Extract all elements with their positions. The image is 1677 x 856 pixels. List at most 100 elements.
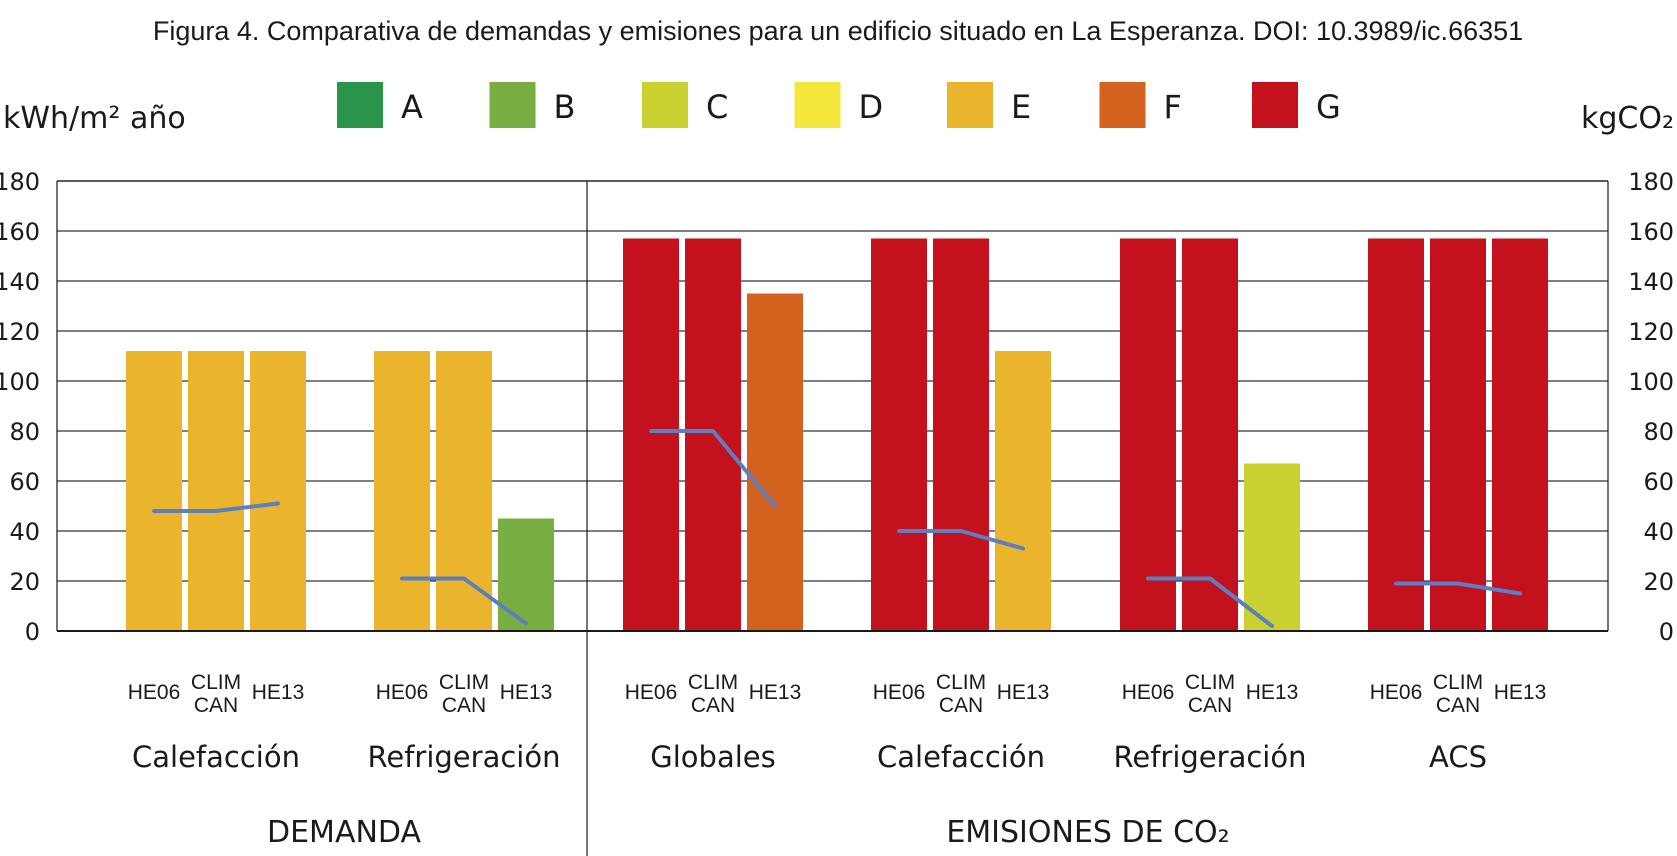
series-line — [897, 529, 1025, 551]
group-label: Refrigeración — [1114, 740, 1307, 774]
group-label: Refrigeración — [368, 740, 561, 774]
y-tick-right: 40 — [1643, 518, 1674, 546]
legend-label-e: E — [1011, 88, 1031, 126]
legend-label-c: C — [706, 88, 728, 126]
legend-label-f: F — [1164, 88, 1182, 126]
group-label: Calefacción — [132, 740, 300, 774]
bar — [1430, 238, 1486, 631]
group-label: ACS — [1429, 740, 1487, 774]
legend-label-b: B — [554, 88, 576, 126]
legend-swatch-b — [489, 82, 536, 128]
y-tick-right: 120 — [1628, 318, 1674, 346]
bar-label-line2: CAN — [194, 694, 238, 717]
bar-label-line2: CAN — [1188, 694, 1232, 717]
legend-swatch-a — [337, 82, 383, 128]
bar-label: HE13 — [252, 681, 305, 704]
bar-label-line1: CLIM — [1185, 671, 1235, 694]
bar-label-line2: CAN — [1436, 694, 1480, 717]
legend-label-d: D — [859, 88, 884, 126]
series-line — [1146, 576, 1274, 628]
legend-swatch-f — [1099, 82, 1146, 128]
y-axis-right-label: kgCO₂ — [1581, 101, 1674, 136]
bar-label: HE06 — [873, 681, 926, 704]
bar-label: HE06 — [1122, 681, 1175, 704]
y-tick-left: 40 — [9, 518, 40, 546]
bar-label-line1: CLIM — [191, 671, 241, 694]
axes — [56, 180, 1609, 856]
bar-label-line2: CAN — [939, 694, 983, 717]
y-tick-left: 120 — [0, 318, 40, 346]
bar-label: HE13 — [1494, 681, 1547, 704]
y-tick-left: 20 — [9, 568, 40, 596]
bar-label-line1: CLIM — [936, 671, 986, 694]
y-axis-left-label: kWh/m² año — [3, 101, 186, 136]
bar-label: HE13 — [997, 681, 1050, 704]
y-tick-right: 80 — [1643, 418, 1674, 446]
bar — [933, 238, 989, 631]
bar-label-line1: CLIM — [1433, 671, 1483, 694]
y-tick-left: 140 — [0, 268, 40, 296]
bar-label-line2: CAN — [442, 694, 486, 717]
bar — [1492, 238, 1548, 631]
bar — [623, 238, 679, 631]
series-line — [152, 501, 280, 513]
legend-swatch-e — [947, 82, 993, 128]
bar-label: HE13 — [500, 681, 553, 704]
bar-label: HE13 — [749, 681, 802, 704]
bar — [374, 351, 430, 631]
series-line — [649, 429, 777, 508]
y-tick-right: 140 — [1628, 268, 1674, 296]
series-line — [1394, 581, 1522, 596]
group-label: Calefacción — [877, 740, 1045, 774]
y-tick-left: 60 — [9, 468, 40, 496]
bar — [1244, 463, 1300, 631]
bar-label: HE06 — [1370, 681, 1423, 704]
y-tick-right: 180 — [1628, 168, 1674, 196]
series-line — [400, 576, 528, 626]
bar — [747, 293, 803, 631]
bar — [995, 351, 1051, 631]
y-tick-right: 20 — [1643, 568, 1674, 596]
y-tick-right: 60 — [1643, 468, 1674, 496]
bars — [126, 238, 1548, 631]
bar-label-line2: CAN — [691, 694, 735, 717]
bar-label: HE06 — [128, 681, 181, 704]
bar — [436, 351, 492, 631]
bar-label-line1: CLIM — [439, 671, 489, 694]
bar-label: HE06 — [625, 681, 678, 704]
bar — [1182, 238, 1238, 631]
legend-swatch-c — [642, 82, 688, 128]
legend-label-g: G — [1316, 88, 1341, 126]
y-tick-left: 0 — [25, 618, 40, 646]
bar — [685, 238, 741, 631]
bar — [250, 351, 306, 631]
bar-label: HE13 — [1246, 681, 1299, 704]
section-label: EMISIONES DE CO₂ — [946, 815, 1229, 850]
y-tick-left: 100 — [0, 368, 40, 396]
bar-label-line1: CLIM — [688, 671, 738, 694]
chart-title: Figura 4. Comparativa de demandas y emis… — [153, 16, 1523, 46]
legend-label-a: A — [401, 88, 423, 126]
y-tick-left: 180 — [0, 168, 40, 196]
legend-swatch-g — [1252, 82, 1298, 128]
bar — [1368, 238, 1424, 631]
legend-swatch-d — [794, 82, 841, 128]
y-tick-left: 80 — [9, 418, 40, 446]
bar — [498, 518, 554, 631]
y-tick-right: 160 — [1628, 218, 1674, 246]
y-ticks: 0 0 20 20 40 40 60 60 80 80 100 100 120 120 140 140 160 1… — [0, 168, 1674, 646]
y-tick-right: 100 — [1628, 368, 1674, 396]
legend: A B C D E F G — [337, 82, 1341, 128]
bar — [871, 238, 927, 631]
series-lines — [152, 429, 1522, 628]
bar — [126, 351, 182, 631]
bar — [1120, 238, 1176, 631]
section-label: DEMANDA — [267, 815, 421, 850]
y-tick-left: 160 — [0, 218, 40, 246]
bar — [188, 351, 244, 631]
group-label: Globales — [650, 740, 775, 774]
y-tick-right: 0 — [1659, 618, 1674, 646]
bar-label: HE06 — [376, 681, 429, 704]
